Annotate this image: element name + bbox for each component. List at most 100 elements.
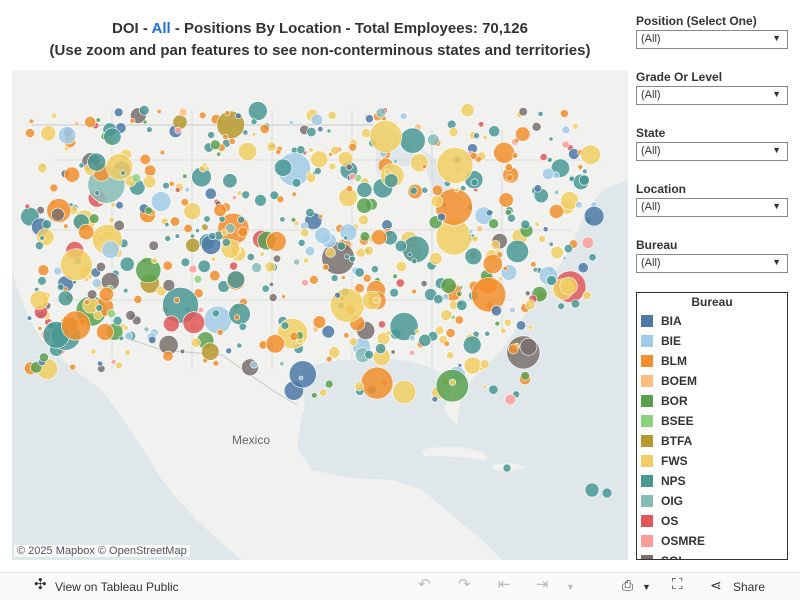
location-marker[interactable]	[531, 121, 542, 132]
legend-item-bor[interactable]: BOR	[637, 391, 787, 411]
location-marker[interactable]	[146, 126, 153, 133]
location-marker[interactable]	[305, 208, 315, 218]
location-marker[interactable]	[87, 152, 107, 172]
location-marker[interactable]	[561, 125, 570, 135]
location-marker[interactable]	[446, 351, 454, 360]
location-marker[interactable]	[471, 235, 479, 243]
share-icon[interactable]: ⋖	[710, 577, 722, 593]
location-marker[interactable]	[360, 366, 394, 400]
location-marker[interactable]	[498, 192, 514, 208]
location-marker[interactable]	[559, 276, 578, 296]
location-marker[interactable]	[502, 463, 512, 473]
location-marker[interactable]	[213, 203, 227, 217]
location-marker[interactable]	[90, 348, 97, 355]
location-marker[interactable]	[482, 384, 488, 390]
location-marker[interactable]	[336, 241, 346, 251]
location-marker[interactable]	[456, 299, 468, 311]
location-marker[interactable]	[337, 151, 354, 167]
location-marker[interactable]	[98, 286, 114, 302]
filter-location-select[interactable]: (All) ▼	[636, 198, 788, 217]
location-marker[interactable]	[184, 186, 190, 193]
location-marker[interactable]	[314, 226, 332, 244]
location-marker[interactable]	[364, 350, 374, 360]
location-marker[interactable]	[460, 103, 475, 118]
location-marker[interactable]	[123, 325, 129, 331]
location-marker[interactable]	[359, 231, 371, 242]
location-marker[interactable]	[24, 203, 30, 210]
location-marker[interactable]	[362, 273, 372, 283]
location-marker[interactable]	[63, 223, 69, 229]
location-marker[interactable]	[407, 252, 413, 257]
location-marker[interactable]	[356, 197, 373, 214]
location-marker[interactable]	[355, 247, 366, 258]
location-marker[interactable]	[372, 296, 380, 304]
location-marker[interactable]	[541, 167, 555, 180]
location-marker[interactable]	[248, 101, 268, 121]
location-marker[interactable]	[328, 346, 341, 359]
location-marker[interactable]	[395, 260, 407, 273]
location-marker[interactable]	[272, 254, 281, 263]
location-marker[interactable]	[118, 335, 125, 341]
location-marker[interactable]	[251, 262, 262, 273]
location-marker[interactable]	[288, 120, 294, 126]
location-marker[interactable]	[507, 213, 516, 223]
location-marker[interactable]	[371, 229, 388, 246]
location-marker[interactable]	[520, 371, 530, 381]
location-marker[interactable]	[144, 164, 157, 177]
location-marker[interactable]	[139, 153, 151, 165]
location-marker[interactable]	[409, 334, 416, 342]
location-marker[interactable]	[298, 375, 304, 381]
location-marker[interactable]	[242, 129, 249, 136]
location-marker[interactable]	[375, 107, 387, 118]
location-marker[interactable]	[115, 201, 124, 210]
location-marker[interactable]	[345, 163, 353, 171]
location-marker[interactable]	[129, 117, 136, 124]
location-marker[interactable]	[205, 166, 210, 171]
location-marker[interactable]	[173, 297, 181, 304]
location-marker[interactable]	[61, 310, 91, 341]
legend-item-sol[interactable]: SOL	[637, 551, 787, 559]
location-marker[interactable]	[150, 191, 172, 212]
legend-item-btfa[interactable]: BTFA	[637, 431, 787, 451]
location-marker[interactable]	[142, 119, 148, 125]
location-marker[interactable]	[464, 247, 483, 266]
location-marker[interactable]	[532, 267, 539, 273]
location-marker[interactable]	[101, 240, 120, 259]
location-marker[interactable]	[97, 360, 104, 367]
location-marker[interactable]	[300, 228, 310, 238]
location-marker[interactable]	[236, 342, 243, 349]
location-marker[interactable]	[557, 302, 565, 310]
location-marker[interactable]	[462, 335, 482, 355]
location-marker[interactable]	[159, 149, 166, 156]
filter-grade-select[interactable]: (All) ▼	[636, 86, 788, 105]
location-marker[interactable]	[58, 126, 77, 145]
location-marker[interactable]	[297, 239, 306, 247]
location-marker[interactable]	[488, 125, 501, 138]
location-marker[interactable]	[261, 284, 270, 293]
location-marker[interactable]	[64, 166, 81, 183]
location-marker[interactable]	[190, 233, 196, 239]
location-marker[interactable]	[482, 254, 503, 275]
location-marker[interactable]	[190, 337, 201, 348]
legend-item-fws[interactable]: FWS	[637, 451, 787, 471]
location-marker[interactable]	[162, 279, 176, 292]
location-marker[interactable]	[445, 328, 456, 338]
location-marker[interactable]	[124, 349, 131, 356]
location-marker[interactable]	[185, 237, 201, 253]
location-marker[interactable]	[469, 151, 478, 160]
location-marker[interactable]	[519, 337, 538, 356]
location-marker[interactable]	[133, 295, 143, 304]
legend-item-nps[interactable]: NPS	[637, 471, 787, 491]
location-marker[interactable]	[319, 388, 328, 397]
location-marker[interactable]	[533, 184, 542, 193]
location-marker[interactable]	[156, 108, 162, 114]
location-marker[interactable]	[478, 121, 485, 128]
location-marker[interactable]	[68, 202, 74, 208]
location-marker[interactable]	[84, 299, 90, 306]
location-marker[interactable]	[389, 312, 419, 341]
location-marker[interactable]	[291, 191, 297, 197]
location-marker[interactable]	[197, 306, 204, 314]
location-marker[interactable]	[505, 239, 529, 263]
location-marker[interactable]	[296, 145, 306, 155]
location-marker[interactable]	[515, 320, 526, 331]
